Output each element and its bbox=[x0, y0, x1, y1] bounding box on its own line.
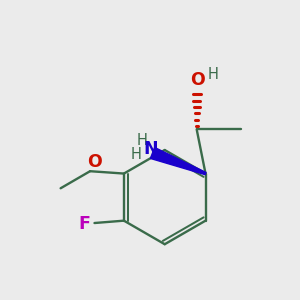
Text: H: H bbox=[207, 68, 218, 82]
Text: N: N bbox=[144, 140, 158, 158]
Text: O: O bbox=[87, 153, 102, 171]
Text: H: H bbox=[137, 133, 148, 148]
Text: O: O bbox=[190, 71, 205, 89]
Polygon shape bbox=[150, 148, 206, 175]
Text: F: F bbox=[78, 214, 90, 232]
Text: H: H bbox=[131, 147, 142, 162]
